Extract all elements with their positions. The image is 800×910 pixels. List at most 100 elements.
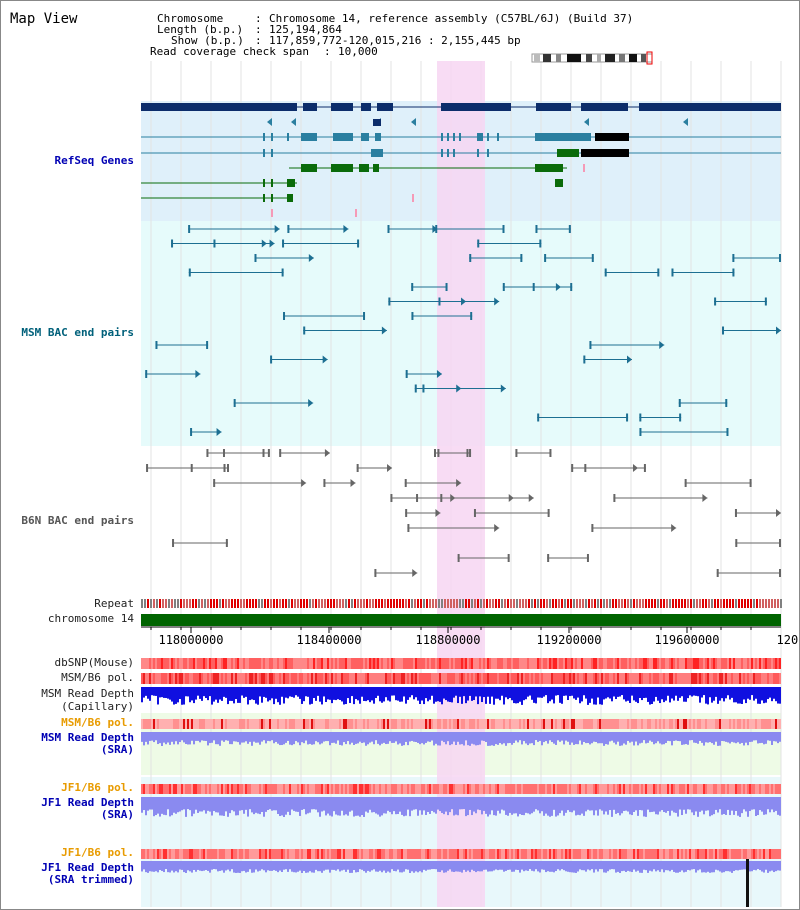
heat-cell bbox=[141, 849, 143, 859]
bac-end bbox=[684, 479, 687, 487]
depth-bar bbox=[573, 732, 575, 745]
heat-cell bbox=[315, 658, 317, 669]
depth-bar bbox=[605, 732, 607, 745]
depth-bar bbox=[719, 687, 721, 701]
track-label-jf1-depth-sra[interactable]: JF1 Read Depth bbox=[41, 796, 134, 809]
depth-bar bbox=[177, 687, 179, 703]
heat-cell bbox=[481, 719, 483, 729]
depth-bar bbox=[389, 687, 391, 702]
heat-cell bbox=[597, 673, 599, 684]
heat-cell bbox=[325, 658, 327, 669]
depth-bar bbox=[647, 732, 649, 743]
heat-cell bbox=[469, 658, 471, 669]
track-label-jf1-pol-2[interactable]: JF1/B6 pol. bbox=[61, 846, 134, 859]
heat-cell bbox=[509, 784, 511, 794]
heat-cell bbox=[247, 719, 249, 729]
heat-cell bbox=[709, 784, 711, 794]
depth-bar bbox=[573, 687, 575, 699]
depth-bar bbox=[211, 687, 213, 705]
track-label-refseq[interactable]: RefSeq Genes bbox=[54, 154, 134, 167]
heat-cell bbox=[201, 784, 203, 794]
depth-bar bbox=[349, 797, 351, 812]
heat-cell bbox=[529, 849, 531, 859]
depth-bar bbox=[563, 861, 565, 871]
heat-cell bbox=[189, 719, 191, 729]
depth-bar bbox=[707, 687, 709, 705]
heat-cell bbox=[399, 658, 401, 669]
depth-bar bbox=[751, 861, 753, 872]
heat-cell bbox=[523, 719, 525, 729]
heat-cell bbox=[155, 658, 157, 669]
depth-bar bbox=[613, 687, 615, 697]
depth-bar bbox=[427, 732, 429, 742]
heat-cell bbox=[723, 658, 725, 669]
repeat-mark bbox=[504, 599, 506, 608]
track-label-repeat[interactable]: Repeat bbox=[94, 597, 134, 610]
heat-cell bbox=[539, 849, 541, 859]
heat-cell bbox=[757, 784, 759, 794]
depth-bar bbox=[739, 797, 741, 817]
heat-cell bbox=[281, 658, 283, 669]
track-label-msm-depth-capillary[interactable]: MSM Read Depth bbox=[41, 687, 134, 700]
heat-cell bbox=[449, 849, 451, 859]
bac-end bbox=[388, 297, 391, 306]
depth-bar bbox=[747, 687, 749, 699]
depth-bar bbox=[711, 732, 713, 744]
depth-bar bbox=[327, 797, 329, 814]
depth-bar bbox=[509, 687, 511, 698]
repeat-mark bbox=[306, 599, 308, 608]
heat-cell bbox=[673, 784, 675, 794]
heat-cell bbox=[183, 784, 185, 794]
depth-bar bbox=[657, 687, 659, 701]
heat-cell bbox=[325, 849, 327, 859]
track-label-msm-depth-sra[interactable]: MSM Read Depth bbox=[41, 731, 134, 744]
heat-cell bbox=[173, 719, 175, 729]
track-label-chromosome[interactable]: chromosome 14 bbox=[47, 612, 134, 625]
heat-cell bbox=[611, 849, 613, 859]
depth-bar bbox=[617, 687, 619, 697]
track-label-msm-pol-2[interactable]: MSM/B6 pol. bbox=[61, 716, 134, 729]
heat-cell bbox=[619, 719, 621, 729]
gene-arrow bbox=[683, 118, 688, 126]
bac-end-arrow bbox=[702, 494, 708, 502]
repeat-mark bbox=[441, 599, 443, 608]
heat-cell bbox=[761, 658, 763, 669]
depth-bar bbox=[573, 861, 575, 873]
heat-cell bbox=[639, 719, 641, 729]
track-label-msm-pol-1[interactable]: MSM/B6 pol. bbox=[61, 671, 134, 684]
track-label-jf1-depth-trimmed[interactable]: JF1 Read Depth bbox=[41, 861, 134, 874]
heat-cell bbox=[557, 719, 559, 729]
heat-cell bbox=[371, 849, 373, 859]
bac-end bbox=[206, 449, 209, 457]
heat-cell bbox=[369, 658, 371, 669]
heat-cell bbox=[647, 784, 649, 794]
heat-cell bbox=[589, 849, 591, 859]
heat-cell bbox=[329, 658, 331, 669]
bac-end-arrow bbox=[308, 254, 314, 262]
depth-bar bbox=[495, 732, 497, 745]
track-label-b6n-bac[interactable]: B6N BAC end pairs bbox=[21, 514, 134, 527]
heat-cell bbox=[463, 673, 465, 684]
track-label-msm-bac[interactable]: MSM BAC end pairs bbox=[21, 326, 134, 339]
depth-bar bbox=[675, 861, 677, 873]
heat-cell bbox=[449, 658, 451, 669]
heat-cell bbox=[201, 658, 203, 669]
depth-bar bbox=[693, 687, 695, 696]
heat-cell bbox=[635, 673, 637, 684]
track-label-dbsnp[interactable]: dbSNP(Mouse) bbox=[54, 656, 134, 669]
heat-cell bbox=[549, 719, 551, 729]
heat-cell bbox=[603, 719, 605, 729]
track-label-jf1-pol-1[interactable]: JF1/B6 pol. bbox=[61, 781, 134, 794]
bac-end bbox=[469, 449, 472, 457]
bac-end bbox=[254, 254, 257, 262]
depth-bar bbox=[719, 797, 721, 810]
depth-bar bbox=[433, 687, 435, 704]
depth-bar bbox=[407, 732, 409, 746]
heat-cell bbox=[225, 849, 227, 859]
heat-cell bbox=[527, 658, 529, 669]
page-title: Map View bbox=[10, 11, 78, 27]
heat-cell bbox=[421, 849, 423, 859]
depth-bar bbox=[561, 732, 563, 741]
heat-cell bbox=[719, 658, 721, 669]
heat-cell bbox=[345, 784, 347, 794]
